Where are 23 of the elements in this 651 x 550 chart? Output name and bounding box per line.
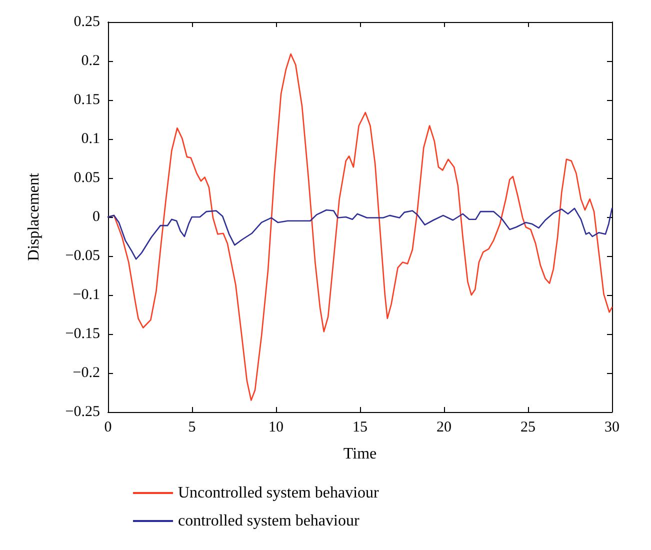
x-tick-label: 20: [436, 420, 452, 436]
x-tick-label: 10: [268, 420, 284, 436]
y-tick-label: −0.2: [72, 365, 100, 381]
y-tick-label: 0.1: [81, 131, 100, 147]
y-tick-label: 0.15: [74, 92, 100, 108]
x-tick-label: 25: [520, 420, 536, 436]
x-axis-title: Time: [343, 446, 377, 462]
y-tick-label: 0.25: [74, 14, 100, 30]
y-tick-label: 0.05: [74, 170, 100, 186]
legend-label: controlled system behaviour: [178, 512, 360, 530]
y-tick-label: 0.2: [81, 53, 100, 69]
y-tick-label: −0.1: [72, 287, 100, 303]
x-tick-label: 0: [104, 420, 112, 436]
y-tick-label: −0.25: [65, 404, 100, 420]
y-tick-label: 0: [92, 209, 100, 225]
line-series: [107, 208, 613, 260]
y-tick-label: −0.15: [65, 326, 100, 342]
y-tick-label: −0.05: [65, 248, 100, 264]
x-tick-label: 30: [604, 420, 620, 436]
legend-label: Uncontrolled system behaviour: [178, 484, 380, 502]
x-tick-label: 15: [352, 420, 368, 436]
x-tick-label: 5: [188, 420, 196, 436]
y-axis-title: Displacement: [26, 172, 42, 261]
